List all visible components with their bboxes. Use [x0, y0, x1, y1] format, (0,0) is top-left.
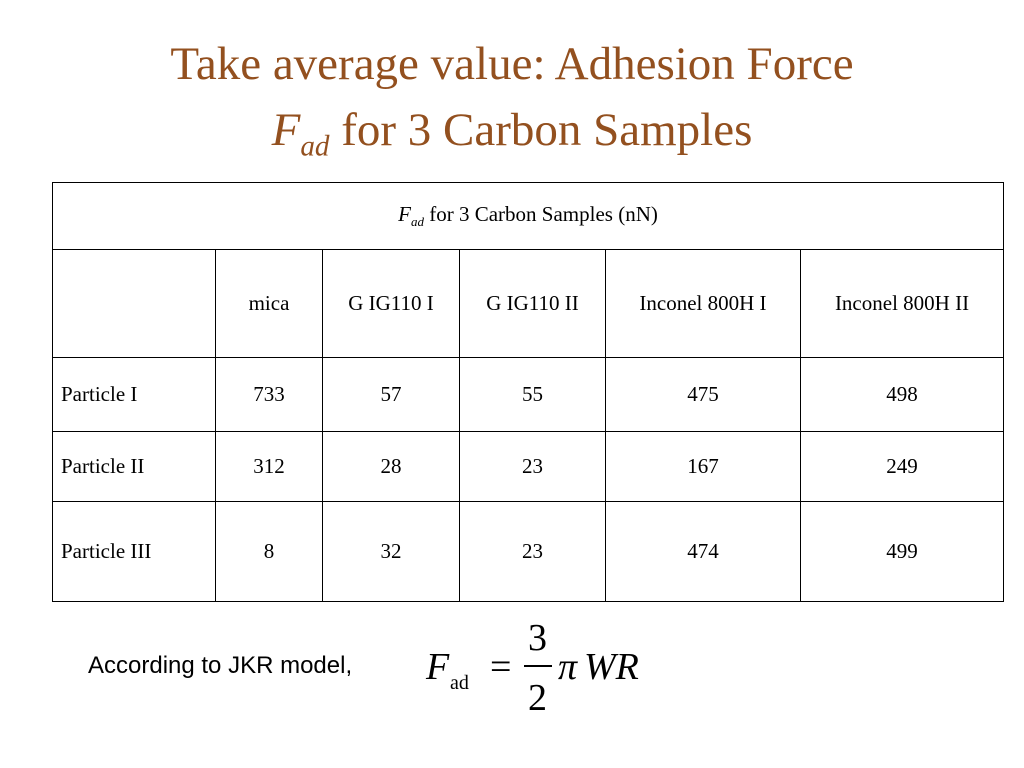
fraction-bar [524, 665, 552, 667]
caption-text: for 3 Carbon Samples (nN) [429, 201, 658, 226]
cell: 312 [215, 431, 323, 502]
cell: 475 [605, 357, 801, 432]
subscript: ad [410, 214, 424, 230]
formula-pi: π [558, 646, 578, 688]
formula-subscript: ad [450, 672, 469, 694]
formula-denominator: 2 [528, 677, 547, 719]
corner-cell [52, 249, 216, 358]
data-row: Particle III 8 32 23 474 499 [52, 501, 1004, 602]
subscript: ad [300, 130, 330, 163]
cell: 32 [322, 501, 460, 602]
formula-equals: = [490, 646, 512, 688]
caption-row: Fad for 3 Carbon Samples (nN) [52, 182, 1004, 250]
row-label: Particle II [52, 431, 216, 502]
cell: 249 [800, 431, 1004, 502]
column-header: mica [215, 249, 323, 358]
formula-rest: WR [584, 646, 639, 688]
cell: 733 [215, 357, 323, 432]
column-header: Inconel 800H I [605, 249, 801, 358]
table: Fad for 3 Carbon Samples (nN) mica G IG110… [52, 182, 1004, 602]
subscript-wrap: ad [410, 202, 424, 230]
cell: 57 [322, 357, 460, 432]
data-row: Particle II 312 28 23 167 249 [52, 431, 1004, 502]
title-text: for 3 Carbon Samples [341, 104, 753, 156]
row-label: Particle III [52, 501, 216, 602]
cell: 498 [800, 357, 1004, 432]
cell: 499 [800, 501, 1004, 602]
formula-intro: According to JKR model, [88, 652, 353, 679]
cell: 8 [215, 501, 323, 602]
row-label: Particle I [52, 357, 216, 432]
symbol: F [398, 201, 411, 226]
title: Fad for 3 Carbon Samples [0, 102, 1024, 174]
formula-numerator: 3 [528, 617, 547, 659]
cell: 55 [459, 357, 606, 432]
data-row: Particle I 733 57 55 475 498 [52, 357, 1004, 432]
caption-cell: Fad for 3 Carbon Samples (nN) [52, 182, 1004, 250]
column-header: G IG110 I [322, 249, 460, 358]
column-header: Inconel 800H II [800, 249, 1004, 358]
cell: 23 [459, 431, 606, 502]
title: Take average value: Adhesion Force [170, 38, 854, 90]
column-header: G IG110 II [459, 249, 606, 358]
cell: 23 [459, 501, 606, 602]
cell: 474 [605, 501, 801, 602]
symbol: F [271, 104, 301, 156]
formula-symbol: F [426, 646, 450, 688]
cell: 167 [605, 431, 801, 502]
cell: 28 [322, 431, 460, 502]
